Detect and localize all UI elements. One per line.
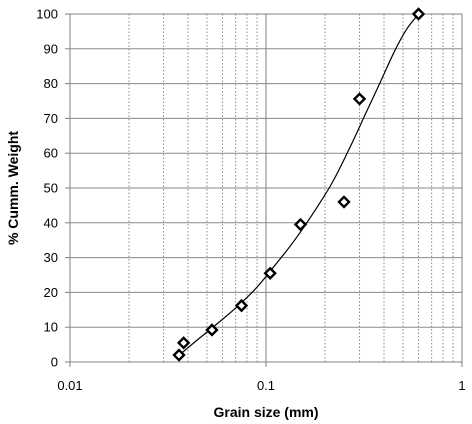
- y-tick-label: 50: [44, 181, 58, 196]
- y-tick-label: 60: [44, 146, 58, 161]
- y-axis-ticks: 0 10 20 30 40 50 60 70 80 90 100: [36, 7, 70, 370]
- y-tick-label: 80: [44, 76, 58, 91]
- x-tick-label: 0.01: [57, 378, 82, 393]
- data-point-marker: [172, 348, 186, 362]
- y-tick-label: 30: [44, 250, 58, 265]
- x-axis-title: Grain size (mm): [213, 404, 318, 420]
- data-point-marker: [352, 92, 367, 106]
- data-markers: [172, 7, 426, 362]
- trend-curve: [181, 13, 419, 354]
- data-point-marker: [176, 336, 191, 350]
- y-tick-label: 100: [36, 7, 58, 22]
- y-tick-label: 70: [44, 111, 58, 126]
- data-point-marker: [234, 298, 249, 313]
- grid-lines: [69, 13, 462, 363]
- data-point-marker: [411, 7, 426, 21]
- y-tick-label: 10: [44, 320, 58, 335]
- data-point-marker: [337, 195, 351, 209]
- data-point-marker: [293, 217, 308, 232]
- y-tick-label: 20: [44, 285, 58, 300]
- data-point-marker: [205, 323, 219, 337]
- y-tick-label: 0: [51, 355, 58, 370]
- y-tick-label: 90: [44, 41, 58, 56]
- y-axis-title: % Cumm. Weight: [5, 131, 21, 245]
- x-tick-label: 1: [458, 378, 465, 393]
- y-tick-label: 40: [44, 215, 58, 230]
- x-tick-label: 0.1: [257, 378, 275, 393]
- data-point-marker: [263, 266, 277, 280]
- x-axis-ticks: 0.01 0.1 1: [57, 362, 466, 393]
